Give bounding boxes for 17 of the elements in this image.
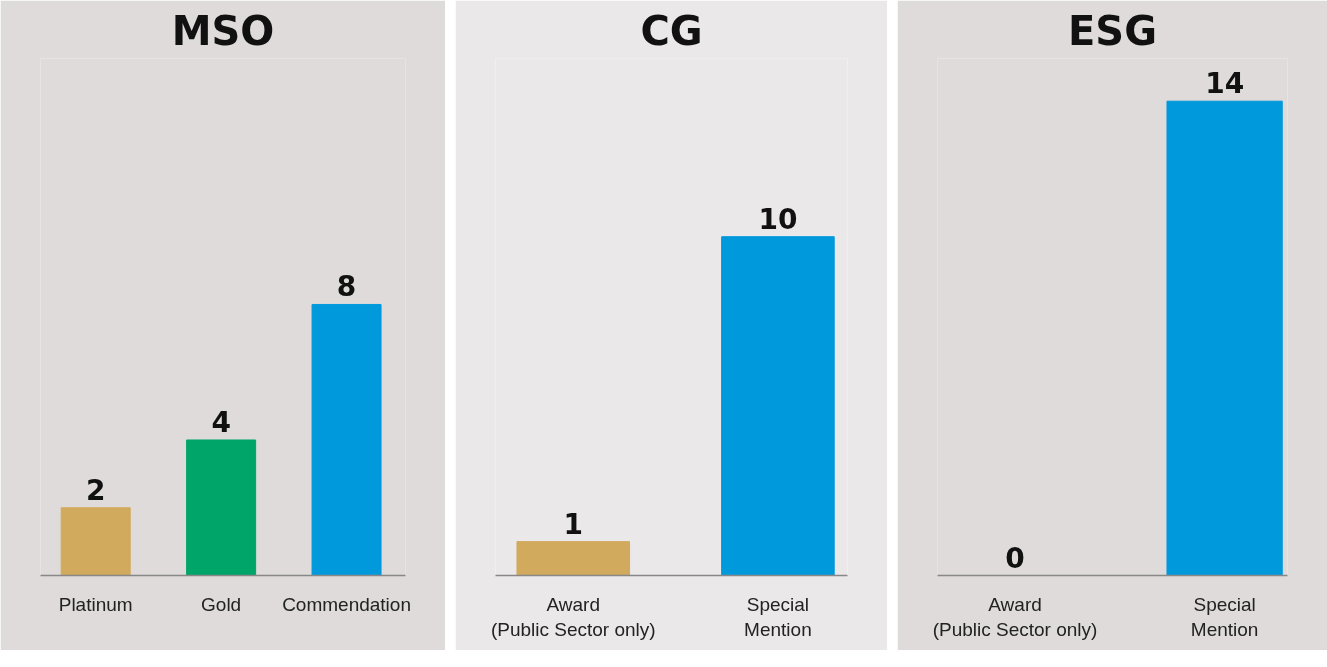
- data-label: 1: [563, 507, 584, 541]
- x-tick-label: Gold: [201, 593, 242, 615]
- data-label: 4: [211, 405, 231, 439]
- chart-title: ESG: [1068, 7, 1157, 54]
- data-label: 0: [1005, 541, 1025, 575]
- data-label: 10: [758, 202, 798, 236]
- chart-title: MSO: [171, 7, 275, 54]
- x-tick-label: Commendation: [282, 593, 411, 615]
- x-tick-label: Award (Public Sector only): [490, 593, 656, 640]
- data-label: 8: [336, 270, 357, 304]
- data-label: 2: [85, 473, 106, 507]
- data-label: 14: [1205, 67, 1245, 101]
- x-tick-label: Special Mention: [1190, 593, 1259, 640]
- x-tick-label: Award (Public Sector only): [932, 593, 1098, 640]
- x-tick-label: Special Mention: [744, 593, 812, 640]
- chart-title: CG: [640, 7, 703, 54]
- x-tick-label: Platinum: [58, 593, 133, 615]
